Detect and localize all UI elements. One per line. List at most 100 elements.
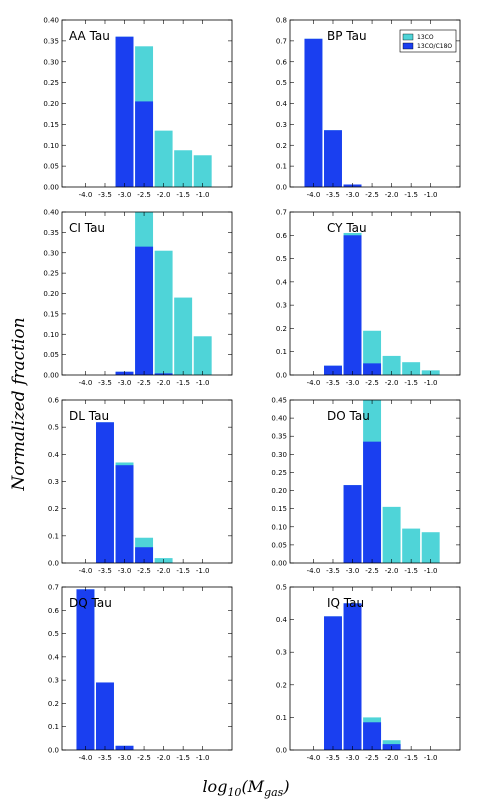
y-tick-label: 0.7: [276, 209, 287, 217]
bar-13co-c18o-2: [343, 485, 362, 563]
x-tick-label: -2.5: [365, 191, 379, 199]
y-tick-label: 0.4: [48, 653, 60, 661]
panel-title: DL Tau: [69, 409, 109, 423]
x-tick-label: -4.0: [79, 567, 93, 575]
bar-13co-6: [193, 336, 212, 375]
x-tick-label: -1.5: [176, 567, 190, 575]
panel-dl-tau: 0.0 0.1 0.2 0.3 0.4 0.5 0.6 -4.0 -3.5 -3.0 -2.5 -2.…: [48, 397, 233, 575]
bar-13co-4: [382, 506, 401, 563]
y-tick-label: 0.2: [48, 700, 59, 708]
x-tick-label: -3.5: [326, 567, 340, 575]
x-tick-label: -1.0: [196, 379, 210, 387]
x-tick-label: -1.0: [196, 754, 210, 762]
y-tick-label: 0.5: [276, 79, 287, 87]
x-tick-label: -1.0: [424, 754, 438, 762]
bar-13co-c18o-3: [363, 363, 382, 375]
x-tick-label: -2.0: [385, 567, 399, 575]
x-tick-label: -3.5: [98, 567, 112, 575]
x-tick-label: -1.5: [404, 567, 418, 575]
y-axis-label: Normalized fraction: [9, 317, 29, 491]
y-tick-label: 0.00: [43, 372, 59, 380]
plot-frame: [289, 586, 461, 751]
bar-13co-c18o-2: [115, 36, 134, 188]
x-tick-label: -2.5: [365, 567, 379, 575]
bar-13co-5: [402, 362, 421, 375]
x-tick-label: -2.0: [157, 191, 171, 199]
x-tick-label: -4.0: [79, 379, 93, 387]
y-tick-label: 0.10: [43, 331, 59, 339]
y-tick-label: 0.00: [271, 560, 287, 568]
y-tick-label: 0.3: [276, 649, 287, 657]
y-tick-label: 0.8: [276, 17, 287, 25]
y-tick-label: 0.4: [276, 100, 288, 108]
bar-13co-c18o-1: [324, 130, 342, 187]
y-tick-label: 0.0: [276, 372, 287, 380]
panel-cy-tau: 0.0 0.1 0.2 0.3 0.4 0.5 0.6 0.7 -4.0 -3.5 -3.0 -2.5…: [276, 209, 461, 387]
bar-13co-c18o-0: [76, 589, 95, 750]
x-tick-label: -1.5: [176, 191, 190, 199]
y-tick-label: 0.0: [48, 747, 59, 755]
y-tick-label: 0.6: [276, 232, 288, 240]
bar-13co-c18o-1: [324, 616, 342, 750]
y-tick-label: 0.25: [43, 79, 59, 87]
y-tick-label: 0.40: [271, 415, 287, 423]
x-tick-label: -3.0: [346, 567, 360, 575]
bar-13co-c18o-3: [363, 441, 382, 563]
x-tick-label: -3.0: [118, 567, 132, 575]
y-tick-label: 0.3: [48, 677, 59, 685]
x-tick-label: -3.5: [98, 379, 112, 387]
x-tick-label: -2.5: [365, 754, 379, 762]
bar-13co-c18o-2: [115, 465, 134, 563]
y-tick-label: 0.4: [48, 451, 60, 459]
x-tick-label: -4.0: [79, 191, 93, 199]
y-tick-label: 0.3: [276, 302, 287, 310]
x-tick-label: -4.0: [307, 379, 321, 387]
y-tick-label: 0.15: [271, 505, 287, 513]
x-tick-label: -1.5: [176, 754, 190, 762]
panel-bp-tau: 0.00.10.20.30.40.50.60.70.8-4.0 -3.5 -3.0-…: [276, 17, 461, 199]
y-tick-label: 0.6: [48, 397, 60, 405]
panels: 0.00 0.05 0.10 0.15 0.20 0.25 0.30 0.35 0.40 -4.0…: [43, 17, 461, 762]
y-tick-label: 0.4: [276, 616, 288, 624]
x-tick-label: -3.0: [118, 191, 132, 199]
panel-title: CY Tau: [327, 221, 367, 235]
bar-13co-c18o-2: [343, 235, 362, 375]
y-tick-label: 0.05: [43, 163, 59, 171]
bar-13co-5: [174, 150, 193, 187]
y-tick-label: 0.0: [276, 184, 287, 192]
y-tick-label: 0.05: [43, 351, 59, 359]
panel-ci-tau: 0.00 0.05 0.10 0.15 0.20 0.25 0.30 0.35 0.40 -4.0…: [43, 209, 233, 387]
bar-13co-c18o-3: [135, 101, 154, 187]
bar-13co-4: [382, 355, 401, 375]
x-tick-label: -3.5: [326, 754, 340, 762]
panel-dq-tau: 0.0 0.1 0.2 0.3 0.4 0.5 0.6 0.7 -4.0 -3.5 -3.0 -2.5…: [48, 584, 233, 762]
x-tick-label: -2.0: [385, 191, 399, 199]
bar-13co-6: [193, 155, 212, 187]
bar-13co-c18o-3: [135, 246, 154, 375]
y-tick-label: 0.20: [271, 487, 287, 495]
y-tick-label: 0.7: [276, 37, 287, 45]
x-tick-label: -1.0: [424, 567, 438, 575]
x-tick-label: -3.0: [346, 379, 360, 387]
panel-do-tau: 0.00 0.05 0.10 0.15 0.20 0.25 0.30 0.35 0.40 0.45…: [271, 397, 461, 575]
legend-swatch: [402, 42, 414, 50]
y-tick-label: 0.45: [271, 397, 287, 405]
panel-title: CI Tau: [69, 221, 105, 235]
panel-title: BP Tau: [327, 29, 367, 43]
x-tick-label: -4.0: [307, 191, 321, 199]
y-tick-label: 0.30: [271, 451, 287, 459]
x-tick-label: -2.5: [137, 567, 151, 575]
y-tick-label: 0.1: [48, 723, 59, 731]
y-tick-label: 0.15: [43, 121, 59, 129]
y-tick-label: 0.3: [48, 478, 59, 486]
y-tick-label: 0.1: [276, 163, 287, 171]
x-tick-label: -3.0: [118, 754, 132, 762]
x-tick-label: -2.5: [365, 379, 379, 387]
y-tick-label: 0.25: [271, 469, 287, 477]
bar-13co-c18o-3: [363, 722, 382, 750]
legend: 13CO 13CO/C18O: [399, 29, 457, 53]
x-tick-label: -2.0: [385, 754, 399, 762]
y-tick-label: 0.5: [48, 630, 59, 638]
y-tick-label: 0.2: [276, 325, 287, 333]
